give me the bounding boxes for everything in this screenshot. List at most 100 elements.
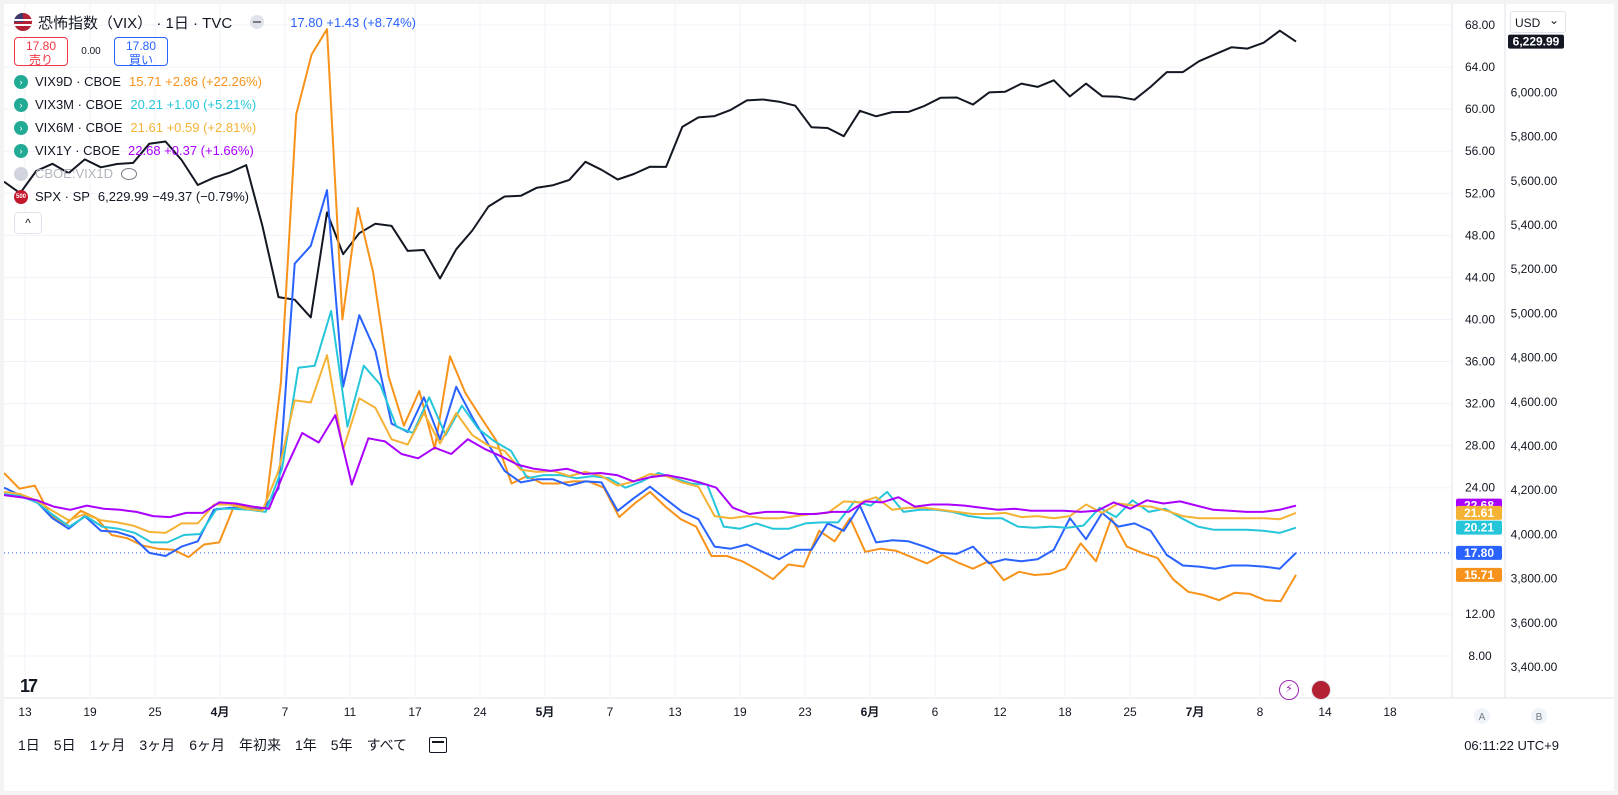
calendar-icon[interactable] xyxy=(429,737,448,753)
last-value-label-bg xyxy=(1456,567,1502,582)
tradingview-logo[interactable]: 17 xyxy=(20,676,38,696)
right-axis-tick-label: 4,800.00 xyxy=(1511,351,1558,365)
last-value-label-bg xyxy=(1508,34,1564,49)
spread-value: 0.00 xyxy=(81,46,101,57)
legend-item[interactable]: › VIX9D · CBOE 15.71 +2.86 (+22.26%) xyxy=(14,70,416,93)
left-axis-tick-label: 12.00 xyxy=(1465,607,1495,621)
range-button[interactable]: 3ヶ月 xyxy=(139,737,176,753)
trade-tickets: 17.80 売り 0.00 17.80 買い xyxy=(14,37,416,67)
legend-series-name: VIX6M · CBOE xyxy=(35,120,123,135)
right-axis-tick-label: 6,000.00 xyxy=(1511,85,1558,99)
legend-series-name: SPX · SP xyxy=(35,189,90,204)
symbol-title[interactable]: 恐怖指数（VIX） · 1日 · TVC xyxy=(38,14,233,32)
x-axis-tick-label: 6 xyxy=(932,705,939,719)
chart-canvas[interactable]: 68.0064.0060.0056.0052.0048.0044.0040.00… xyxy=(4,4,1614,791)
range-button[interactable]: 1年 xyxy=(294,737,317,753)
legend-item[interactable]: 500 SPX · SP 6,229.99 −49.37 (−0.79%) xyxy=(14,185,416,208)
legend-series-name: VIX3M · CBOE xyxy=(35,97,123,112)
x-axis-tick-label: 7 xyxy=(282,705,289,719)
left-axis-tick-label: 68.00 xyxy=(1465,18,1495,32)
right-axis-tick-label: 4,200.00 xyxy=(1511,483,1558,497)
last-value-label-bg xyxy=(1456,520,1502,535)
x-axis-tick-label: 17 xyxy=(408,705,422,719)
left-axis-tick-label: 64.00 xyxy=(1465,60,1495,74)
right-axis-tick-label: 4,600.00 xyxy=(1511,395,1558,409)
right-axis-tick-label: 4,400.00 xyxy=(1511,439,1558,453)
x-axis-tick-label: 7 xyxy=(607,705,614,719)
series-line[interactable] xyxy=(4,28,1297,603)
legend-series-value: 22.68 +0.37 (+1.66%) xyxy=(128,143,254,158)
right-axis-tick-label: 3,600.00 xyxy=(1511,616,1558,630)
right-axis-tick-label: 5,800.00 xyxy=(1511,130,1558,144)
buy-button[interactable]: 17.80 買い xyxy=(114,37,168,67)
x-axis-tick-label: 25 xyxy=(1123,705,1137,719)
series-line[interactable] xyxy=(4,354,1297,534)
legend-series-name: VIX9D · CBOE xyxy=(35,74,121,89)
us-flag-icon xyxy=(14,13,32,31)
x-axis-tick-label: 25 xyxy=(148,705,162,719)
legend-item[interactable]: › VIX1Y · CBOE 22.68 +0.37 (+1.66%) xyxy=(14,139,416,162)
x-axis-tick-label: 19 xyxy=(733,705,747,719)
last-price: 17.80 xyxy=(290,14,323,30)
bottom-toolbar: 1日 5日 1ヶ月 3ヶ月 6ヶ月 年初来 1年 5年 すべて 06:11:22 UTC+9 xyxy=(4,730,1614,760)
sell-button[interactable]: 17.80 売り xyxy=(14,37,68,67)
legend-item[interactable]: › VIX3M · CBOE 20.21 +1.00 (+5.21%) xyxy=(14,93,416,116)
x-axis-tick-label: 12 xyxy=(993,705,1007,719)
series-status-icon: › xyxy=(14,74,28,89)
series-status-icon: › xyxy=(14,97,28,112)
range-button[interactable]: すべて xyxy=(366,737,408,753)
collapse-legend-button[interactable]: ^ xyxy=(14,212,42,234)
range-button[interactable]: 6ヶ月 xyxy=(189,737,225,753)
legend-series-value: 21.61 +0.59 (+2.81%) xyxy=(130,120,257,135)
clock[interactable]: 06:11:22 UTC+9 xyxy=(1464,737,1559,753)
legend-item[interactable]: › VIX6M · CBOE 21.61 +0.59 (+2.81%) xyxy=(14,116,416,139)
x-axis-tick-label: 14 xyxy=(1318,705,1332,719)
range-button[interactable]: 5日 xyxy=(53,737,76,753)
minus-icon[interactable] xyxy=(250,15,265,29)
left-axis-tick-label: 56.00 xyxy=(1465,144,1495,158)
last-value-label: 17.80 xyxy=(1464,546,1494,560)
left-axis-tick-label: 24.00 xyxy=(1465,481,1495,495)
legend-series-name: CBOE:VIX1D xyxy=(35,166,114,181)
x-axis-tick-label: 8 xyxy=(1257,705,1264,719)
us-flag-icon[interactable] xyxy=(1311,680,1331,700)
left-axis-tick-label: 60.00 xyxy=(1465,102,1495,116)
axis-toggle-bg[interactable] xyxy=(1474,708,1490,724)
series-line[interactable] xyxy=(4,414,1297,519)
axis-toggle-bg[interactable] xyxy=(1531,708,1547,724)
price-change: +1.43 (+8.74%) xyxy=(326,14,416,30)
last-value-label-bg xyxy=(1456,505,1502,520)
axis-toggle-label[interactable]: A xyxy=(1479,712,1486,723)
right-axis-tick-label: 5,400.00 xyxy=(1511,218,1558,232)
range-button[interactable]: 1日 xyxy=(18,737,40,753)
series-status-icon: › xyxy=(14,143,28,158)
series-line[interactable] xyxy=(4,29,1297,319)
left-axis-tick-label: 44.00 xyxy=(1465,270,1495,284)
x-axis-tick-label: 5月 xyxy=(536,705,555,719)
x-axis-tick-label: 7月 xyxy=(1186,705,1205,719)
currency-select[interactable]: USD xyxy=(1510,9,1566,33)
legend-series-value: 15.71 +2.86 (+22.26%) xyxy=(128,74,262,89)
range-button[interactable]: 5年 xyxy=(330,737,353,753)
x-axis-tick-label: 24 xyxy=(473,705,487,719)
range-button[interactable]: 年初来 xyxy=(238,737,281,753)
x-axis-tick-label: 19 xyxy=(83,705,97,719)
x-axis-tick-label: 18 xyxy=(1058,705,1072,719)
right-axis-tick-label: 5,600.00 xyxy=(1511,174,1558,188)
legend-series-name: VIX1Y · CBOE xyxy=(35,143,121,158)
legend-series-value: 20.21 +1.00 (+5.21%) xyxy=(130,97,257,112)
sell-price: 17.80 xyxy=(25,39,57,53)
sell-label: 売り xyxy=(28,53,53,67)
legend-series-value: 6,229.99 −49.37 (−0.79%) xyxy=(97,189,249,204)
x-axis-tick-label: 13 xyxy=(18,705,32,719)
lightning-icon[interactable]: ⚡ xyxy=(1279,680,1299,700)
x-axis-tick-label: 11 xyxy=(344,705,357,719)
hidden-eye-icon[interactable] xyxy=(121,167,138,180)
x-axis-tick-label: 4月 xyxy=(211,705,230,719)
last-value-label: 21.61 xyxy=(1464,506,1494,520)
header-row: 恐怖指数（VIX） · 1日 · TVC 17.80 +1.43 (+8.74%… xyxy=(14,10,416,34)
range-button[interactable]: 1ヶ月 xyxy=(89,737,126,753)
legend-item[interactable]: CBOE:VIX1D xyxy=(14,162,416,185)
axis-toggle-label[interactable]: B xyxy=(1536,712,1543,723)
last-value-label-bg xyxy=(1456,545,1502,560)
